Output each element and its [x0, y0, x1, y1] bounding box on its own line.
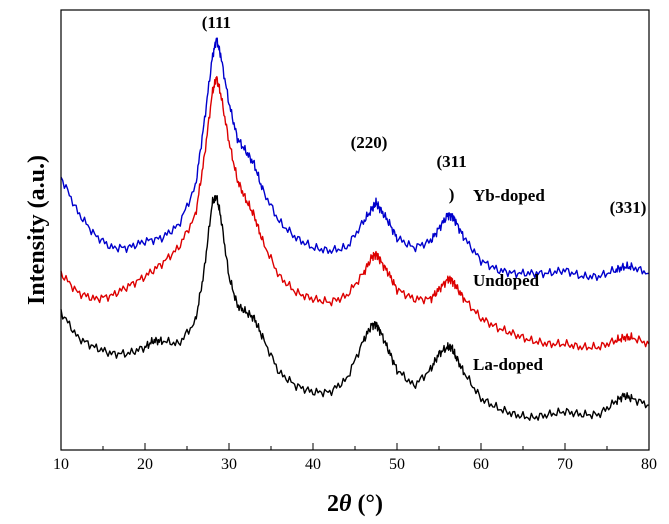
series-label: La-doped — [473, 355, 543, 374]
peak-label: (331) — [610, 198, 647, 217]
series-label: Yb-doped — [473, 186, 545, 205]
x-tick-label: 10 — [53, 456, 69, 473]
x-axis-title: 2θ (°) — [327, 491, 383, 517]
peak-annotations: (111 (220) (311) (331) — [202, 13, 647, 217]
x-tick-label: 40 — [305, 456, 321, 473]
series-line-la-doped — [60, 195, 650, 421]
series-line-yb-doped — [60, 37, 650, 282]
x-tick-label: 30 — [221, 456, 237, 473]
x-axis-title-var: θ — [339, 491, 352, 517]
x-tick-label: 50 — [389, 456, 405, 473]
y-axis-title: Intensity (a.u.) — [24, 155, 50, 305]
peak-label: (311 — [436, 152, 466, 171]
series-line-undoped — [60, 75, 650, 351]
peak-label: (220) — [351, 133, 388, 152]
series-layer — [60, 37, 650, 421]
peak-label: (111 — [202, 13, 231, 32]
plot-frame — [60, 9, 650, 451]
x-axis-title-prefix: 2 — [327, 491, 339, 517]
x-tick-label: 20 — [137, 456, 153, 473]
x-tick-label: 80 — [641, 456, 657, 473]
peak-label: ) — [449, 185, 455, 204]
x-axis-title-suffix: (°) — [351, 491, 383, 517]
x-tick-label: 70 — [557, 456, 573, 473]
x-ticks: 10 20 30 40 50 60 70 80 — [53, 443, 657, 473]
series-labels: Yb-doped Undoped La-doped — [473, 186, 545, 374]
series-label: Undoped — [473, 271, 540, 290]
x-tick-label: 60 — [473, 456, 489, 473]
